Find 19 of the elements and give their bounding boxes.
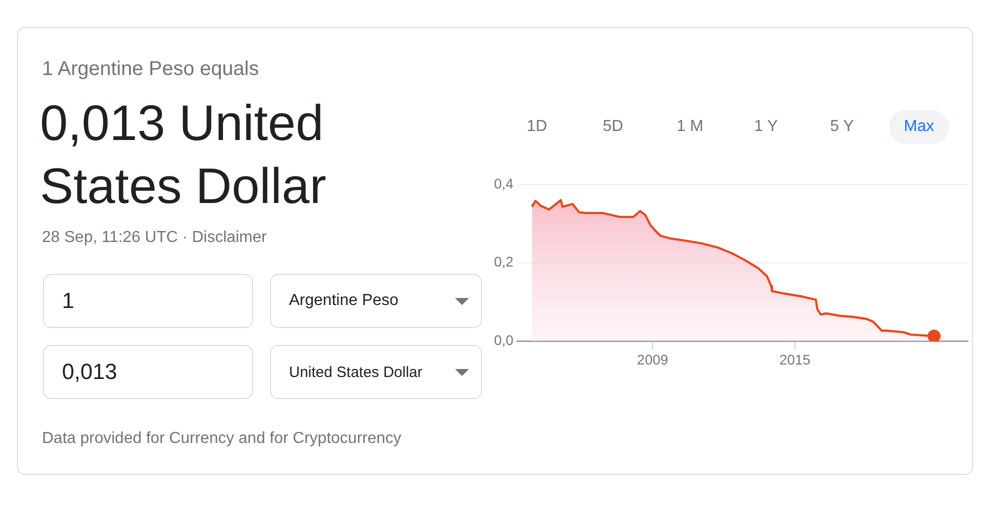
- text: United States Dollar: [289, 364, 422, 380]
- text: Max: [904, 118, 934, 136]
- text: 5D: [602, 118, 624, 136]
- text: 0,013: [62, 359, 118, 385]
- y-tick-label: 0,0: [494, 332, 514, 348]
- text: Data provided for Currency and for Cryptocurrency: [42, 430, 402, 448]
- chart-subtitle: 0,013 United States Dollar: [40, 94, 328, 216]
- text: 1 Argentine Peso equals: [42, 58, 259, 81]
- text: Argentine Peso: [289, 292, 398, 310]
- x-tick-label: 2009: [637, 351, 668, 368]
- text: 5 Y: [830, 118, 854, 136]
- text: 1 Y: [754, 118, 778, 136]
- text: 28 Sep, 11:26 UTC · Disclaimer: [42, 229, 267, 247]
- y-tick-label: 0,4: [494, 175, 514, 192]
- text: 1D: [526, 118, 548, 136]
- text: 1: [62, 288, 74, 314]
- x-tick-label: 2015: [779, 351, 811, 368]
- text: 1 M: [676, 118, 704, 136]
- y-tick-label: 0,2: [494, 254, 514, 270]
